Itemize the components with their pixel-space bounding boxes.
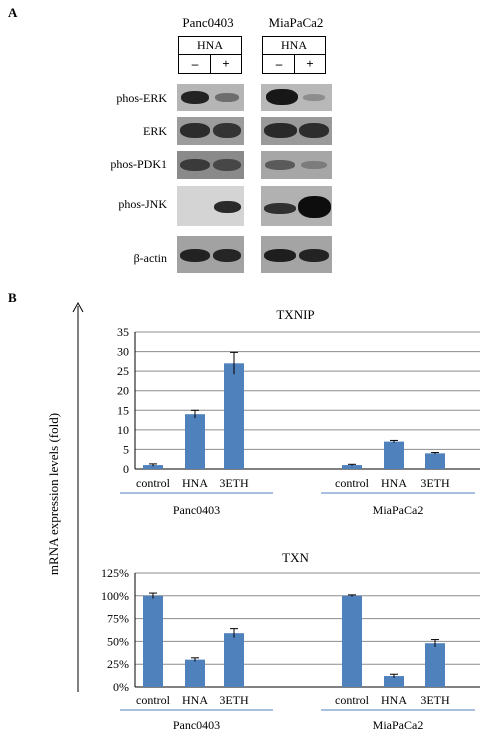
y-tick-label: 10 (117, 423, 129, 437)
blot-erk-panc0403 (177, 117, 244, 145)
bar (185, 414, 205, 469)
x-category-label: control (335, 476, 370, 490)
sign-minus: – (191, 56, 199, 71)
treatment-header-miapaca2: HNA – + (262, 36, 326, 74)
bar (224, 363, 244, 469)
chart-txnip: TXNIP 0 5 10 15 20 25 30 35 control HNA 3ETH control… (117, 307, 480, 517)
x-category-label: HNA (381, 693, 407, 707)
x-category-label: control (136, 693, 171, 707)
y-tick-label: 25 (117, 364, 129, 378)
blot-phos-pdk1-panc0403 (177, 151, 244, 179)
x-category-label: HNA (182, 476, 208, 490)
y-tick-label: 125% (101, 566, 129, 580)
bar (224, 633, 244, 687)
blot-phos-pdk1-miapaca2 (261, 151, 332, 179)
y-tick-label: 35 (117, 325, 129, 339)
y-tick-label: 15 (117, 403, 129, 417)
y-tick-label: 0% (113, 680, 129, 694)
cell-line-label-panc0403: Panc0403 (182, 15, 234, 30)
blot-phos-erk-panc0403 (177, 84, 244, 111)
treatment-label: HNA (179, 38, 241, 55)
y-tick-label: 30 (117, 345, 129, 359)
y-tick-label: 20 (117, 384, 129, 398)
x-category-label: control (136, 476, 171, 490)
y-tick-label: 0 (123, 462, 129, 476)
bar (342, 465, 362, 469)
row-label-phos-erk: phos-ERK (116, 91, 167, 105)
y-axis-label: mRNA expression levels (fold) (46, 412, 61, 576)
x-category-label: HNA (182, 693, 208, 707)
chart-title: TXNIP (276, 307, 314, 322)
y-tick-label: 5 (123, 442, 129, 456)
bar (384, 676, 404, 687)
group-label: MiaPaCa2 (373, 503, 424, 517)
blot-phos-erk-miapaca2 (261, 84, 332, 111)
x-category-label: 3ETH (420, 476, 450, 490)
blot-phos-jnk-miapaca2 (261, 186, 332, 226)
treatment-header-panc0403: HNA – + (178, 36, 242, 74)
x-category-label: HNA (381, 476, 407, 490)
row-label-phos-pdk1: phos-PDK1 (110, 157, 167, 171)
y-axis-arrow (72, 301, 84, 692)
y-tick-label: 75% (107, 612, 129, 626)
bar (384, 441, 404, 469)
x-category-label: 3ETH (219, 693, 249, 707)
bar (425, 643, 445, 687)
row-label-beta-actin: β-actin (133, 251, 167, 265)
row-label-phos-jnk: phos-JNK (118, 197, 167, 211)
y-tick-label: 100% (101, 589, 129, 603)
y-tick-label: 25% (107, 657, 129, 671)
chart-title: TXN (282, 550, 309, 565)
bar (185, 659, 205, 687)
x-category-label: 3ETH (219, 476, 249, 490)
chart-txn: TXN 0% 25% 50% 75% 100% 125% control HNA 3ETH cont… (101, 550, 480, 732)
row-label-erk: ERK (143, 124, 167, 138)
group-label: Panc0403 (173, 503, 220, 517)
bar (143, 595, 163, 687)
cell-line-label-miapaca2: MiaPaCa2 (268, 15, 324, 30)
bar (143, 465, 163, 469)
blot-phos-jnk-panc0403 (177, 186, 244, 226)
panel-a-letter: A (8, 5, 18, 20)
sign-plus: + (222, 56, 230, 71)
group-label: MiaPaCa2 (373, 718, 424, 732)
panel-b-letter: B (8, 290, 17, 305)
bar (425, 453, 445, 469)
blot-beta-actin-panc0403 (177, 236, 244, 273)
x-category-label: 3ETH (420, 693, 450, 707)
treatment-label: HNA (263, 38, 325, 55)
group-label: Panc0403 (173, 718, 220, 732)
blot-beta-actin-miapaca2 (261, 236, 332, 273)
sign-minus: – (275, 56, 283, 71)
y-tick-label: 50% (107, 634, 129, 648)
bar (342, 595, 362, 687)
x-category-label: control (335, 693, 370, 707)
blot-erk-miapaca2 (261, 117, 332, 145)
sign-plus: + (306, 56, 314, 71)
